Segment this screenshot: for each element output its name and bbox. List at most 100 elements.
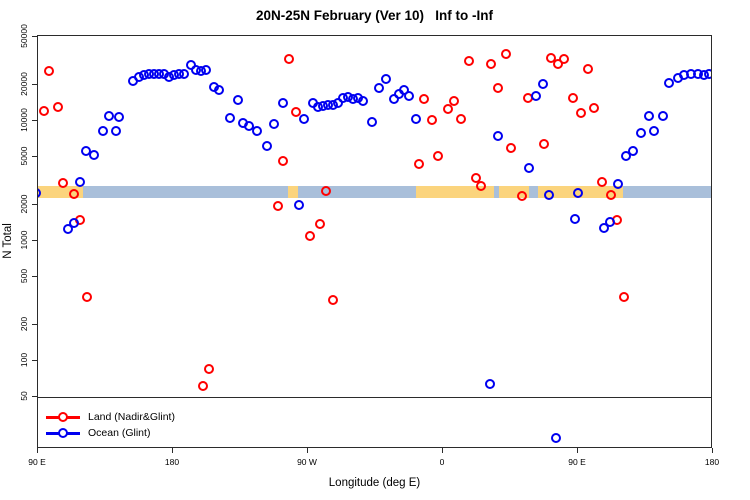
legend-label: Ocean (Glint) [88, 427, 151, 439]
data-point [597, 177, 607, 188]
data-point [576, 107, 586, 118]
data-point [418, 93, 429, 104]
data-point [201, 64, 211, 75]
x-tick [442, 448, 443, 453]
surface-band-ocean [528, 186, 538, 199]
data-point [82, 292, 93, 303]
y-tick [32, 276, 37, 278]
y-axis-title: N Total [2, 223, 14, 259]
data-point [75, 177, 85, 188]
data-point [114, 111, 124, 122]
data-point [613, 178, 624, 189]
plot-area: Land (Nadir&Glint) Ocean (Glint) [37, 35, 712, 448]
data-point [373, 83, 384, 94]
data-point [550, 432, 561, 443]
data-point [103, 110, 114, 121]
data-point [277, 155, 288, 166]
x-tick [37, 448, 38, 453]
surface-band-land [416, 186, 494, 199]
x-tick [712, 448, 713, 453]
y-tick [32, 83, 37, 85]
data-point [598, 223, 609, 234]
y-tick [32, 239, 37, 241]
data-point [315, 218, 325, 229]
y-tick [32, 323, 37, 325]
data-point [649, 125, 660, 136]
data-point [403, 91, 414, 102]
data-point [546, 52, 556, 63]
data-point [475, 181, 486, 192]
data-point [268, 118, 279, 129]
data-point [97, 125, 108, 136]
data-point [538, 138, 549, 149]
data-point [559, 53, 570, 64]
x-tick-label: 180 [704, 457, 720, 467]
data-point [52, 101, 63, 112]
data-point [621, 151, 631, 162]
y-tick [32, 156, 37, 158]
y-tick-label: 50 [19, 391, 29, 401]
data-point [273, 200, 283, 211]
legend-item: Land (Nadir&Glint) [46, 409, 175, 425]
data-point [619, 292, 630, 303]
y-tick [32, 203, 37, 205]
data-point [456, 113, 466, 124]
surface-band-ocean [623, 186, 711, 199]
data-point [414, 158, 424, 169]
x-tick-label: 180 [164, 457, 180, 467]
data-point [568, 92, 579, 103]
legend-marker-icon [46, 411, 80, 423]
x-axis-title: Longitude (deg E) [328, 477, 421, 489]
y-tick-label: 2000 [19, 194, 29, 214]
x-tick-label: 90 E [28, 457, 46, 467]
data-point [198, 380, 208, 391]
x-tick-label: 90 W [297, 457, 317, 467]
data-point [463, 55, 474, 66]
data-point [304, 231, 315, 241]
surface-band-ocean [494, 186, 499, 199]
legend-circle-icon [58, 412, 68, 422]
data-point [484, 379, 495, 390]
data-point [517, 190, 528, 201]
data-point [262, 140, 273, 151]
data-point [573, 188, 583, 198]
y-tick-label: 10000 [19, 108, 29, 132]
data-point [367, 116, 378, 127]
data-point [232, 94, 243, 105]
data-point [204, 363, 214, 374]
data-point [636, 127, 646, 138]
legend-label: Land (Nadir&Glint) [88, 411, 175, 423]
data-point [277, 98, 288, 109]
data-point [294, 199, 304, 210]
legend-item: Ocean (Glint) [46, 425, 175, 441]
data-point [589, 103, 600, 114]
y-tick-label: 1000 [19, 230, 29, 250]
data-point [69, 188, 79, 199]
data-point [328, 295, 339, 306]
data-point [298, 113, 309, 124]
data-point [63, 223, 73, 234]
data-point [643, 110, 654, 121]
data-point [486, 58, 496, 69]
y-tick-label: 5000 [19, 146, 29, 166]
data-point [448, 95, 459, 106]
data-point [442, 103, 453, 114]
surface-band-ocean [297, 186, 416, 199]
data-point [411, 113, 421, 124]
x-tick [307, 448, 308, 453]
data-point [658, 110, 669, 121]
data-point [570, 214, 580, 225]
data-point [291, 106, 301, 117]
data-point [703, 69, 711, 80]
data-point [606, 189, 616, 200]
data-point [553, 58, 564, 69]
data-point [88, 149, 99, 160]
y-tick-label: 200 [19, 316, 29, 331]
data-point [433, 151, 444, 162]
data-point [501, 49, 511, 59]
x-tick [577, 448, 578, 453]
y-tick [32, 360, 37, 362]
data-point [583, 63, 594, 74]
surface-band-land [288, 186, 298, 199]
